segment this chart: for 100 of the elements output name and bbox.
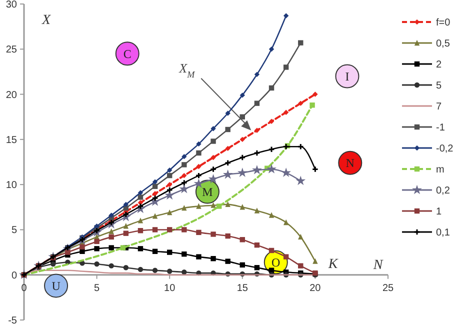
point [268,118,274,124]
point [268,46,274,52]
point [195,172,202,179]
legend-label: 1 [436,206,442,218]
point [252,164,262,174]
point [94,261,100,267]
y-tick-label: 30 [6,0,18,10]
legend-label: 5 [436,80,442,92]
legend-label: 0,5 [436,38,450,50]
point [225,233,230,239]
y-axis-title: X [41,13,51,28]
point [254,150,260,156]
point [94,246,100,252]
y-tick-label: 15 [6,134,18,146]
point [297,143,304,150]
x-tick-label: 10 [164,282,176,294]
point [108,234,114,240]
legend-label: 7 [436,102,442,112]
point [240,262,245,268]
x-tick-label: 25 [382,282,394,294]
point [225,258,230,264]
point [108,219,115,226]
point [152,227,158,232]
point [216,204,222,209]
point [123,265,129,270]
annotation: U [52,278,61,293]
legend-label: 0,1 [436,228,450,238]
point [167,182,172,188]
point [196,164,202,170]
point [138,246,144,252]
y-tick-label: 5 [11,225,18,236]
point [240,92,245,98]
point [268,212,274,218]
point [268,146,275,153]
point [194,178,204,188]
y-tick-label: 0 [11,270,18,282]
point [138,228,144,234]
annotation: I [345,69,350,84]
point [138,266,144,272]
point [50,261,56,267]
point [152,248,158,254]
point [65,250,70,255]
point [152,191,158,196]
point [137,202,144,210]
point [254,208,260,214]
point [283,219,289,226]
point [298,40,304,46]
point [180,179,188,186]
point [225,110,230,116]
point [298,234,304,240]
point [179,184,190,194]
legend-label: 0,2 [436,186,450,196]
point [152,194,158,202]
point [240,136,245,142]
point [80,248,85,254]
point [210,166,217,173]
point [225,126,230,132]
point [222,169,233,179]
point [196,141,202,147]
point [254,100,260,106]
point [196,230,202,236]
point [240,204,245,210]
point [298,263,304,268]
point [268,268,274,273]
point [266,164,276,174]
point [283,254,289,260]
legend-label: 2 [436,60,442,70]
point [94,238,100,244]
point [138,194,144,200]
point [167,168,172,173]
x-axis-title: N [372,258,384,273]
annotation: M [202,184,214,199]
point [254,242,260,248]
legend-label: f=0 [436,18,451,28]
point [108,212,114,218]
point [283,110,289,115]
point [123,202,129,208]
point [210,256,216,262]
point [167,227,172,232]
point [123,230,129,236]
point [283,13,289,18]
point [167,268,172,274]
point [254,72,260,78]
point [152,179,158,184]
point [108,228,114,234]
x-tick-label: 5 [94,282,100,294]
point [254,128,260,133]
point [240,237,245,242]
annotation: K [327,256,338,272]
point [310,102,315,108]
annotation: X$_{M}$ [178,60,196,80]
point [225,146,230,152]
point [167,250,172,255]
point [108,245,114,250]
point [167,172,172,178]
point [152,268,158,273]
y-tick-label: 25 [6,44,18,56]
annotation: N [346,156,355,170]
point [224,160,232,166]
point [138,190,144,196]
